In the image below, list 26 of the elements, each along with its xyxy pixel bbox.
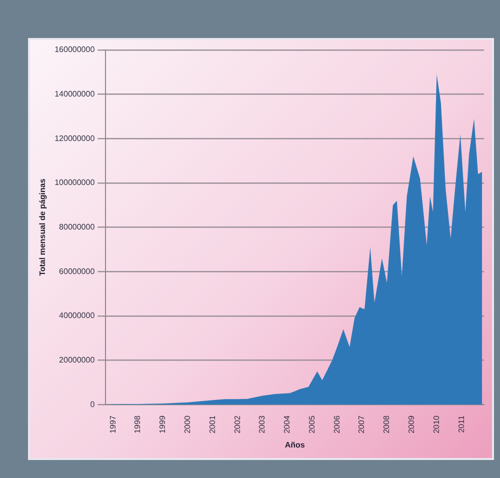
y-tick-label: 120000000 <box>54 134 96 143</box>
y-tick-label: 20000000 <box>59 355 96 364</box>
y-tick-label: 0 <box>90 400 96 409</box>
y-tick-label: 40000000 <box>59 311 96 320</box>
y-tick-label: 60000000 <box>59 266 96 276</box>
y-tick-label: 100000000 <box>54 178 96 188</box>
x-tick-label: 2004 <box>282 415 292 434</box>
x-tick-label: 2009 <box>407 415 416 434</box>
x-tick-label: 2001 <box>208 415 217 434</box>
x-tick-label: 1999 <box>158 415 168 434</box>
x-tick-label: 2011 <box>456 415 466 433</box>
x-tick-label: 2003 <box>258 415 267 434</box>
x-tick-label: 2006 <box>332 415 342 434</box>
x-tick-label: 1998 <box>133 415 142 434</box>
x-tick-label: 2007 <box>357 415 366 434</box>
y-tick-label: 80000000 <box>59 222 96 232</box>
x-tick-label: 1997 <box>108 415 118 434</box>
x-tick-label: 2002 <box>232 415 242 434</box>
x-tick-label: 2008 <box>382 415 392 434</box>
x-axis-title: Años <box>284 440 306 450</box>
x-tick-label: 2005 <box>307 415 316 434</box>
y-tick-label: 160000000 <box>54 45 96 54</box>
y-tick-label: 140000000 <box>54 90 96 99</box>
x-tick-label: 2000 <box>182 415 192 434</box>
x-tick-label: 2010 <box>432 415 441 434</box>
y-axis-title: Total mensual de páginas <box>38 178 48 276</box>
